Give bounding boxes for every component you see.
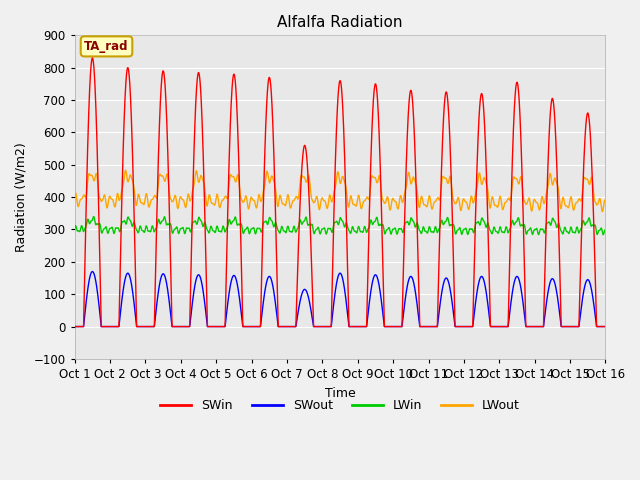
Y-axis label: Radiation (W/m2): Radiation (W/m2) [15,142,28,252]
Title: Alfalfa Radiation: Alfalfa Radiation [277,15,403,30]
Legend: SWin, SWout, LWin, LWout: SWin, SWout, LWin, LWout [155,395,525,418]
Text: TA_rad: TA_rad [84,40,129,53]
X-axis label: Time: Time [324,386,355,399]
